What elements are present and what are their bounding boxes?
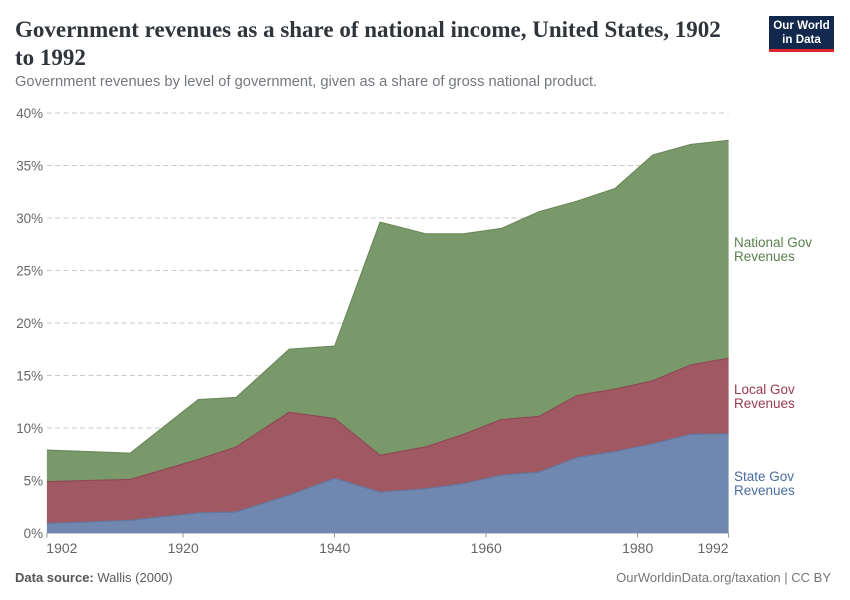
svg-text:25%: 25% — [16, 263, 43, 278]
svg-text:35%: 35% — [16, 158, 43, 173]
svg-text:1960: 1960 — [471, 540, 502, 556]
svg-text:1980: 1980 — [622, 540, 653, 556]
svg-text:5%: 5% — [24, 473, 43, 488]
svg-text:30%: 30% — [16, 211, 43, 226]
svg-text:0%: 0% — [24, 526, 43, 541]
svg-text:1940: 1940 — [319, 540, 350, 556]
svg-text:1920: 1920 — [168, 540, 199, 556]
svg-text:1902: 1902 — [46, 540, 77, 556]
svg-text:15%: 15% — [16, 368, 43, 383]
svg-text:20%: 20% — [16, 316, 43, 331]
svg-text:10%: 10% — [16, 421, 43, 436]
svg-text:1992: 1992 — [697, 540, 728, 556]
svg-text:40%: 40% — [16, 106, 43, 121]
